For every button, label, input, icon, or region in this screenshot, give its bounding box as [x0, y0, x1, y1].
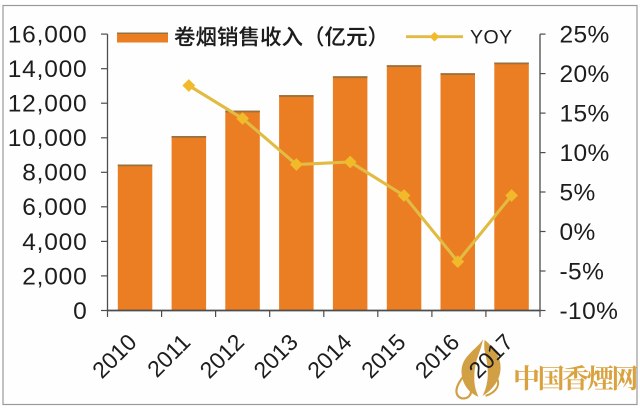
svg-text:14,000: 14,000 [8, 56, 88, 83]
svg-text:12,000: 12,000 [8, 91, 88, 118]
svg-text:2,000: 2,000 [22, 263, 87, 290]
svg-text:6,000: 6,000 [22, 194, 87, 221]
svg-text:5%: 5% [560, 179, 596, 206]
svg-text:10,000: 10,000 [8, 125, 88, 152]
svg-text:4,000: 4,000 [22, 229, 87, 256]
svg-text:15%: 15% [560, 101, 610, 128]
svg-text:10%: 10% [560, 140, 610, 167]
svg-text:0: 0 [73, 298, 87, 325]
svg-text:-10%: -10% [560, 298, 619, 325]
svg-text:YOY: YOY [470, 27, 513, 49]
svg-text:16,000: 16,000 [8, 22, 88, 49]
svg-text:8,000: 8,000 [22, 160, 87, 187]
svg-text:-5%: -5% [560, 258, 605, 285]
svg-text:0%: 0% [560, 219, 596, 246]
svg-text:20%: 20% [560, 61, 610, 88]
svg-text:25%: 25% [560, 22, 610, 49]
